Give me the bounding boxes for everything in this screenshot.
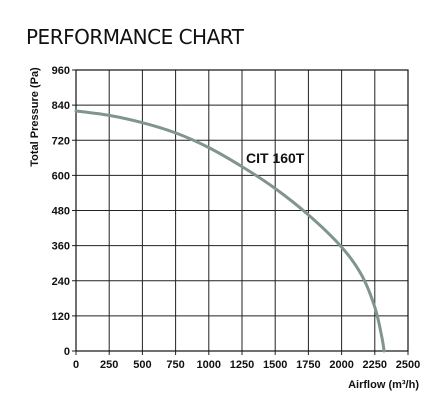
y-tick-label: 480: [52, 206, 70, 218]
y-tick-label: 240: [52, 276, 70, 288]
x-axis-label: Airflow (m³/h): [348, 379, 419, 391]
x-tick-label: 500: [133, 359, 151, 371]
x-tick-label: 750: [166, 359, 184, 371]
x-tick-label: 1750: [296, 359, 320, 371]
y-axis-label: Total Pressure (Pa): [29, 67, 41, 167]
series-label-cit-160t: CIT 160T: [246, 150, 305, 166]
chart-title: PERFORMANCE CHART: [26, 25, 245, 49]
y-tick-label: 960: [52, 65, 70, 77]
y-tick-label: 120: [52, 311, 70, 323]
series-line-cit-160t: [74, 109, 386, 353]
y-tick-label: 0: [64, 346, 70, 358]
grid: [72, 69, 409, 355]
x-tick-label: 2000: [329, 359, 353, 371]
x-tick-label: 2500: [396, 359, 420, 371]
y-tick-label: 600: [52, 170, 70, 182]
x-tick-label: 250: [100, 359, 118, 371]
x-axis-ticks: 0 250 500 750 1000 1250 1500 1750 2000 2250 2500: [73, 359, 420, 371]
y-axis-ticks: 0 120 240 360 480 600 720 840 960: [52, 65, 70, 358]
plot-area: [75, 69, 409, 352]
x-tick-label: 1500: [263, 359, 287, 371]
x-tick-label: 0: [73, 359, 79, 371]
x-tick-label: 2250: [363, 359, 387, 371]
x-tick-label: 1000: [197, 359, 221, 371]
x-tick-label: 1250: [230, 359, 254, 371]
y-tick-label: 720: [52, 135, 70, 147]
y-tick-label: 360: [52, 241, 70, 253]
y-tick-label: 840: [52, 100, 70, 112]
